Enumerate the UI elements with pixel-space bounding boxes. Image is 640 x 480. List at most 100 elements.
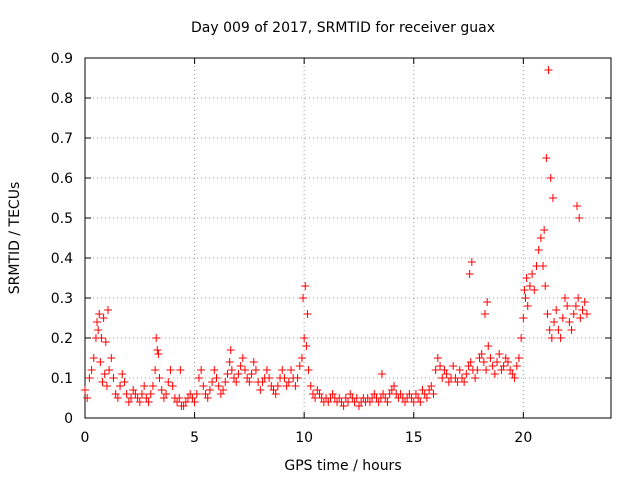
data-point [440, 366, 449, 374]
data-point [179, 402, 188, 410]
data-point [545, 326, 554, 334]
y-tick-label: 0.6 [51, 171, 73, 187]
data-point [104, 306, 113, 314]
data-point [247, 370, 256, 378]
data-point [503, 358, 512, 366]
data-point [530, 286, 539, 294]
data-point [563, 302, 572, 310]
data-point [479, 358, 488, 366]
data-point [574, 294, 583, 302]
data-point [400, 398, 409, 406]
data-point [120, 378, 129, 386]
data-point [94, 326, 103, 334]
data-point [194, 374, 203, 382]
data-point [223, 370, 232, 378]
data-point [433, 354, 442, 362]
data-point [482, 366, 491, 374]
data-point [100, 370, 109, 378]
data-point [208, 378, 217, 386]
data-point [514, 354, 523, 362]
data-point [501, 354, 510, 362]
data-point [449, 362, 458, 370]
data-point [558, 314, 567, 322]
data-point [188, 394, 197, 402]
data-point [442, 370, 451, 378]
data-point [539, 262, 548, 270]
data-point [387, 386, 396, 394]
data-point [576, 314, 585, 322]
data-point [278, 366, 287, 374]
x-tick-label: 10 [295, 430, 313, 446]
data-point [129, 386, 138, 394]
data-point [98, 378, 107, 386]
data-point [523, 302, 532, 310]
data-point [354, 402, 363, 410]
data-point [162, 390, 171, 398]
data-point [155, 374, 164, 382]
data-point [173, 398, 182, 406]
x-tick-label: 20 [514, 430, 532, 446]
data-point [377, 370, 386, 378]
data-point [133, 394, 142, 402]
data-point [416, 398, 425, 406]
axis-ticks: 0 0.1 0.2 0.3 0.4 0.5 0.6 0.7 0.8 0.9 0 5 10 15 20 [51, 51, 611, 446]
data-point [390, 382, 399, 390]
data-point [560, 294, 569, 302]
data-point [521, 294, 530, 302]
data-point [540, 226, 549, 234]
data-point [135, 398, 144, 406]
data-point [525, 282, 534, 290]
data-point [339, 402, 348, 410]
data-point [396, 390, 405, 398]
data-point [122, 390, 131, 398]
data-point [444, 378, 453, 386]
data-point [142, 394, 151, 402]
data-point [221, 378, 230, 386]
data-point [153, 346, 162, 354]
data-point [95, 310, 104, 318]
data-point [240, 366, 249, 374]
data-point [464, 362, 473, 370]
data-point [214, 382, 223, 390]
data-point [256, 386, 265, 394]
data-point [300, 334, 309, 342]
y-tick-label: 0 [64, 411, 73, 427]
data-point [96, 358, 105, 366]
data-point [225, 358, 234, 366]
x-axis-label: GPS time / hours [284, 458, 401, 474]
data-point [111, 390, 120, 398]
data-point [466, 358, 475, 366]
data-point [580, 298, 589, 306]
data-point [480, 310, 489, 318]
data-point [542, 154, 551, 162]
data-point [140, 382, 149, 390]
data-point [297, 354, 306, 362]
data-point [107, 354, 116, 362]
data-point [517, 334, 526, 342]
data-point [299, 294, 308, 302]
data-point [522, 274, 531, 282]
data-point [282, 382, 291, 390]
data-point [197, 366, 206, 374]
data-point [457, 374, 466, 382]
y-tick-label: 0.1 [51, 371, 73, 387]
data-point [236, 362, 245, 370]
data-point [565, 318, 574, 326]
data-point [488, 362, 497, 370]
data-point [199, 382, 208, 390]
data-point [556, 334, 565, 342]
data-point [234, 370, 243, 378]
data-point [304, 366, 313, 374]
x-tick-label: 5 [190, 430, 199, 446]
data-point [251, 366, 260, 374]
data-point [164, 378, 173, 386]
chart-title: Day 009 of 2017, SRMTID for receiver gua… [191, 20, 495, 36]
data-point [548, 194, 557, 202]
y-tick-label: 0.2 [51, 331, 73, 347]
data-point [265, 374, 274, 382]
data-point [273, 382, 282, 390]
data-point [284, 378, 293, 386]
data-point [99, 314, 108, 322]
y-tick-label: 0.9 [51, 51, 73, 67]
